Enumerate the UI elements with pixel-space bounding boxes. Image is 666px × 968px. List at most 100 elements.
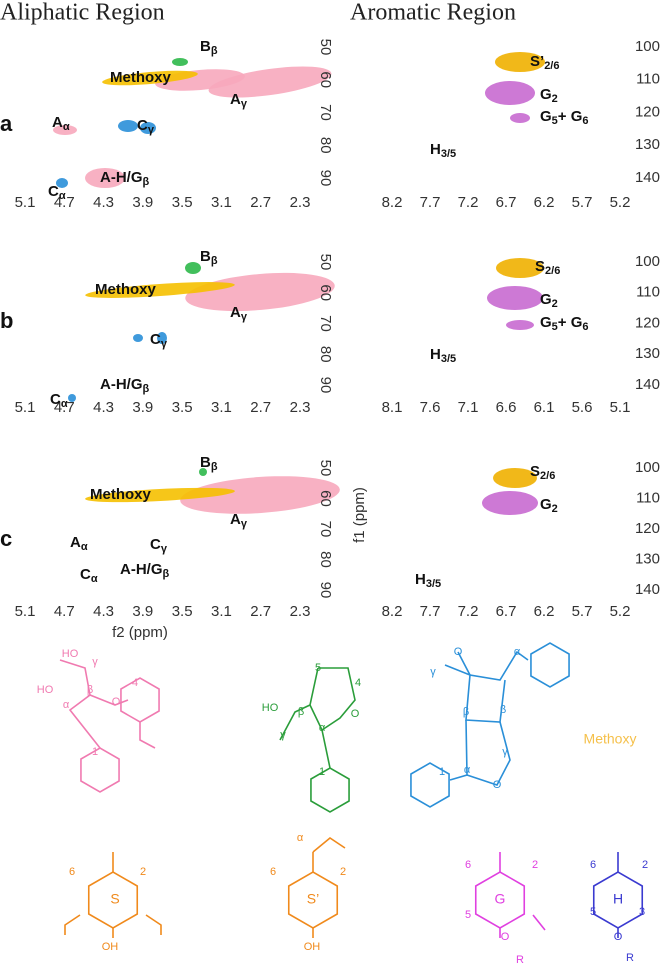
y-axis-title: f1 (ppm)	[351, 487, 368, 543]
x-tick-label: 4.3	[93, 603, 114, 620]
y-tick-label: 130	[635, 345, 660, 362]
panel-label: b	[0, 308, 13, 333]
structure-label: G	[495, 891, 506, 907]
structure-label: γ	[280, 729, 286, 741]
x-tick-label: 3.1	[211, 194, 232, 211]
structure-label: 4	[132, 677, 138, 689]
label-part: α	[81, 541, 88, 553]
x-tick-label: 2.7	[250, 399, 271, 416]
label-part: Methoxy	[90, 486, 152, 503]
x-tick-label: 6.7	[496, 194, 517, 211]
label-part: C	[137, 117, 148, 134]
bond	[139, 722, 156, 749]
structure-label: 6	[590, 859, 596, 871]
label-part: B	[200, 38, 211, 55]
peak-label: G2	[540, 86, 558, 105]
label-part: 6	[582, 321, 588, 333]
contour	[495, 52, 545, 72]
structure-label: 2	[140, 866, 146, 878]
x-tick-label: 8.2	[382, 603, 403, 620]
x-tick-label: 2.3	[290, 603, 311, 620]
bond	[457, 650, 529, 681]
structure-label: HO	[62, 648, 79, 660]
structure-label: 6	[270, 866, 276, 878]
structure-label: 3	[639, 906, 645, 918]
x-tick-label: 5.6	[572, 399, 593, 416]
x-tick-label: 7.2	[458, 603, 479, 620]
label-part: β	[211, 45, 218, 57]
bond	[89, 694, 129, 706]
y-tick-label: 130	[635, 136, 660, 153]
label-part: 2	[552, 298, 558, 310]
contour	[56, 178, 68, 188]
x-tick-label: 2.3	[290, 399, 311, 416]
y-tick-label: 80	[317, 551, 334, 568]
peak-label: Cγ	[137, 117, 155, 136]
contour	[85, 487, 235, 503]
peak-label: G2	[540, 496, 558, 515]
structure-label: 4	[355, 677, 361, 689]
x-tick-label: 7.2	[458, 194, 479, 211]
peak-label: A-H/Gβ	[100, 376, 150, 395]
x-tick-label: 7.6	[420, 399, 441, 416]
structure-label: S	[110, 891, 119, 907]
bond	[309, 667, 356, 732]
label-part: Methoxy	[95, 281, 157, 298]
y-tick-label: 110	[636, 489, 660, 506]
y-tick-label: 50	[317, 254, 334, 271]
label-part: γ	[241, 311, 248, 323]
structure-label: HO	[37, 684, 54, 696]
y-tick-label: 120	[635, 314, 660, 331]
y-tick-label: 140	[635, 376, 660, 393]
label-part: + G	[558, 314, 583, 331]
x-tick-label: 5.1	[15, 194, 36, 211]
label-part: γ	[161, 543, 168, 555]
contour	[510, 113, 530, 123]
ring	[410, 762, 450, 808]
x-tick-label: 3.1	[211, 603, 232, 620]
label-part: C	[150, 536, 161, 553]
x-tick-label: 2.3	[290, 194, 311, 211]
header-aromatic: Aromatic Region	[350, 0, 516, 26]
peak-label: Methoxy	[110, 69, 172, 86]
x-axis-title: f2 (ppm)	[112, 624, 168, 641]
y-tick-label: 80	[317, 137, 334, 154]
structure-label: 6	[465, 859, 471, 871]
structure-label: β	[87, 684, 93, 696]
label-part: A-H/G	[100, 169, 143, 186]
label-part: A	[230, 511, 241, 528]
peak-label: Aα	[70, 534, 88, 553]
contour	[208, 66, 332, 98]
structure-label: α	[464, 764, 471, 776]
label-part: C	[48, 183, 59, 200]
label-part: 6	[582, 115, 588, 127]
label-part: α	[61, 398, 68, 410]
structure-label: 5	[315, 662, 321, 674]
label-part: G	[540, 108, 552, 125]
label-part: 3/5	[441, 353, 456, 365]
peak-label: Cα	[48, 183, 66, 202]
structure-label: O	[493, 779, 502, 791]
label-part: B	[200, 454, 211, 471]
label-part: G	[540, 291, 552, 308]
y-tick-label: 50	[317, 39, 334, 56]
label-part: β	[143, 176, 150, 188]
label-part: H	[430, 141, 441, 158]
bond	[466, 721, 511, 786]
peak-label: Cα	[80, 566, 98, 585]
structure-label: α	[63, 699, 70, 711]
label-part: 2	[552, 503, 558, 515]
structure-label: O	[112, 696, 121, 708]
x-tick-label: 5.7	[572, 194, 593, 211]
peak-label: Bβ	[200, 248, 218, 267]
structure-label: α	[514, 646, 521, 658]
structure-label: β	[298, 706, 304, 718]
x-tick-label: 3.5	[172, 603, 193, 620]
ring	[80, 747, 120, 793]
structure-label: O	[454, 646, 463, 658]
contour	[185, 272, 335, 312]
contour	[482, 491, 538, 515]
label-part: A-H/G	[120, 561, 163, 578]
x-tick-label: 4.7	[54, 194, 75, 211]
peak-label: H3/5	[430, 141, 456, 160]
